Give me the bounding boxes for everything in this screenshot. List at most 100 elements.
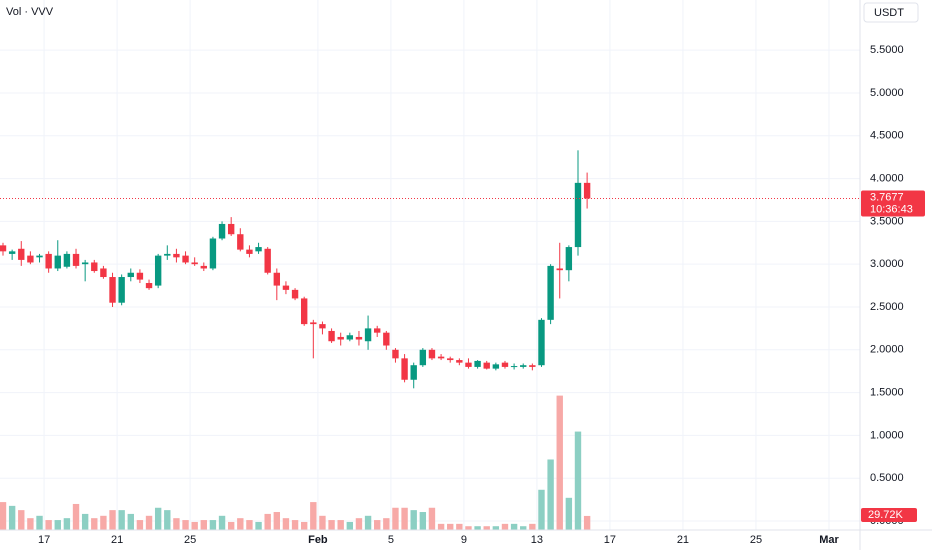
candle-body <box>538 319 545 366</box>
y-tick-label: 2.5000 <box>870 301 904 313</box>
volume-bar <box>556 395 563 530</box>
volume-bar <box>0 502 7 530</box>
candle-body <box>437 356 445 359</box>
currency-label[interactable]: USDT <box>874 7 904 19</box>
volume-bar <box>154 507 162 530</box>
y-tick-label: 1.0000 <box>870 429 904 441</box>
candle-body <box>337 336 344 340</box>
volume-bar <box>538 489 545 530</box>
volume-bar <box>118 510 125 530</box>
candle-body <box>474 360 481 367</box>
volume-bar <box>109 510 116 530</box>
y-tick-label: 5.5000 <box>870 44 904 56</box>
candle-body <box>346 335 354 340</box>
candle-body <box>383 332 390 346</box>
volume-bar <box>8 505 16 530</box>
x-tick-label: Feb <box>308 534 328 546</box>
volume-bar <box>483 526 490 530</box>
candle-body <box>109 277 116 303</box>
candle-body <box>63 253 71 267</box>
x-tick-label: 17 <box>38 534 50 546</box>
volume-bar <box>227 521 235 530</box>
volume-bar <box>72 503 80 530</box>
candle-body <box>72 253 80 266</box>
last-price-label: 3.7677 <box>870 191 904 203</box>
candle-body <box>255 247 262 252</box>
volume-bar <box>337 520 344 530</box>
volume-bar <box>547 459 554 530</box>
candle-body <box>483 362 490 369</box>
candle-body <box>237 234 244 250</box>
volume-bar <box>574 431 582 530</box>
volume-last-box <box>861 508 917 522</box>
volume-bar <box>520 526 527 530</box>
volume-bar <box>218 515 226 530</box>
candle-body <box>264 248 271 273</box>
candle-body <box>501 362 509 367</box>
candle-body <box>364 328 372 342</box>
volume-bar <box>346 521 354 530</box>
candle-body <box>54 255 61 269</box>
candle-body <box>428 349 436 359</box>
volume-bar <box>383 518 390 530</box>
volume-bar <box>63 518 71 530</box>
candle-body <box>291 289 299 299</box>
candle-body <box>510 366 518 368</box>
candle-body <box>8 251 16 254</box>
y-tick-label: 5.0000 <box>870 87 904 99</box>
volume-bar <box>447 523 454 530</box>
candle-body <box>173 253 180 258</box>
volume-bar <box>91 518 98 530</box>
chart-title: Vol · VVV <box>6 6 54 18</box>
volume-bar <box>410 510 417 530</box>
candle-body <box>182 255 189 263</box>
candle-body <box>547 265 554 320</box>
volume-bar <box>255 521 262 530</box>
candle-body <box>100 268 107 278</box>
volume-bar <box>300 521 308 530</box>
volume-bar <box>465 526 472 530</box>
x-tick-label: 21 <box>677 534 689 546</box>
volume-last-label: 29.72K <box>868 509 904 521</box>
volume-bar <box>310 502 317 530</box>
candle-body <box>154 255 162 286</box>
candle-body <box>392 349 399 359</box>
candle-body <box>118 277 125 303</box>
volume-bar <box>173 518 180 530</box>
candle-body <box>328 330 335 342</box>
candle-body <box>319 324 326 329</box>
volume-bar <box>136 520 144 530</box>
volume-bar <box>273 512 281 530</box>
volume-bar <box>510 523 518 530</box>
candle-body <box>200 265 207 269</box>
volume-bar <box>501 523 509 530</box>
y-tick-label: 4.5000 <box>870 130 904 142</box>
volume-bar <box>81 513 89 530</box>
volume-bar <box>209 520 217 530</box>
volume-bar <box>401 507 408 530</box>
axis-layer: 0.00000.50001.00001.50002.00002.50003.00… <box>38 44 925 546</box>
candle-body <box>164 253 171 256</box>
volume-bar <box>374 520 381 530</box>
candle-layer <box>0 150 860 389</box>
y-tick-label: 3.0000 <box>870 258 904 270</box>
volume-bar <box>246 520 253 530</box>
volume-bar <box>54 520 61 530</box>
volume-bar <box>36 515 43 530</box>
volume-bar <box>237 518 244 530</box>
candle-body <box>456 360 463 363</box>
candle-body <box>191 262 198 265</box>
x-tick-label: Mar <box>819 534 839 546</box>
candle-body <box>401 358 408 380</box>
candle-body <box>300 298 308 325</box>
candle-body <box>410 365 417 380</box>
last-price-box <box>861 190 925 217</box>
candle-body <box>0 245 7 252</box>
currency-button[interactable] <box>863 2 919 23</box>
candle-body <box>136 272 144 280</box>
candle-body <box>565 247 573 271</box>
candle-body <box>273 272 281 286</box>
volume-bar <box>18 510 25 530</box>
volume-bar <box>164 510 171 530</box>
volume-bar <box>565 497 573 530</box>
